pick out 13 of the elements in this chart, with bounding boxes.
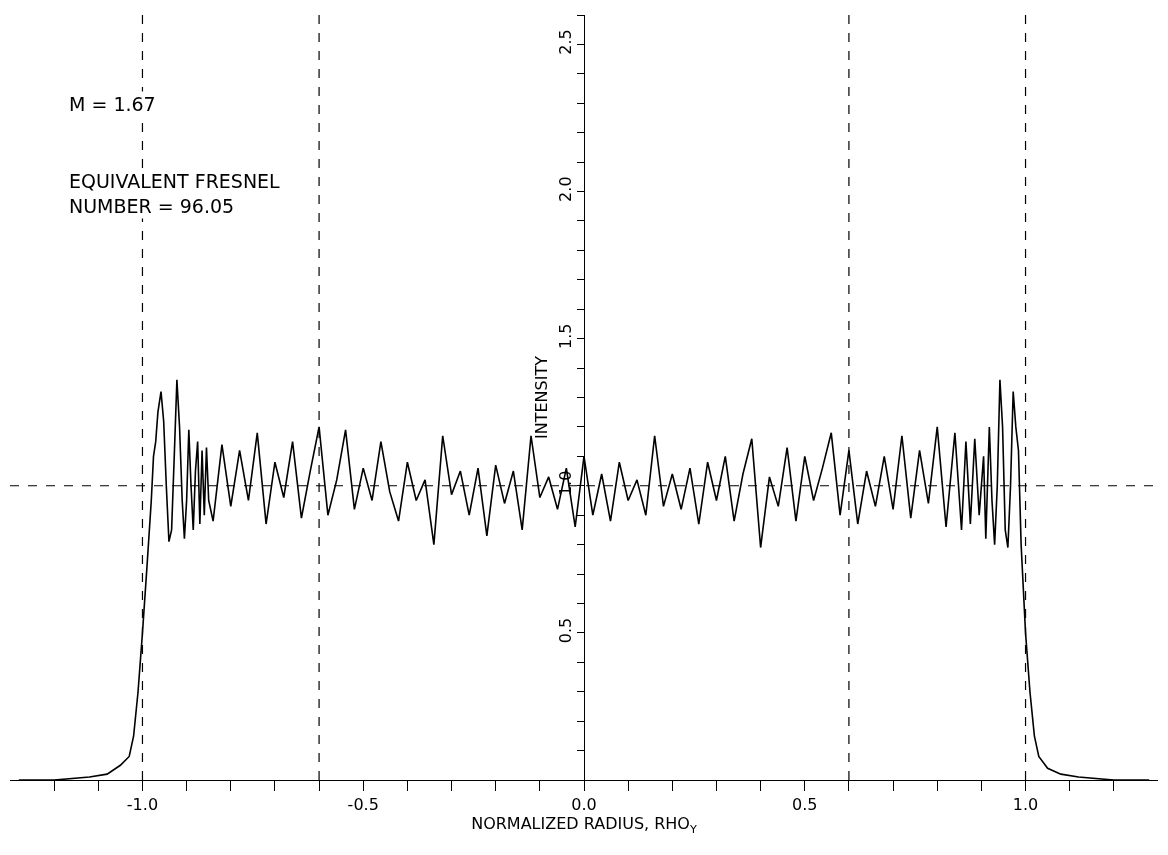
y-tick-label: 1.5 xyxy=(555,323,575,349)
y-tick-label: 2.5 xyxy=(555,29,575,55)
x-tick-label: -1.0 xyxy=(126,795,159,815)
annotation: EQUIVALENT FRESNEL NUMBER = 96.05 xyxy=(69,170,281,217)
x-tick-label: -0.5 xyxy=(347,795,379,815)
annotation: M = 1.67 xyxy=(69,93,156,115)
x-tick-label: 0.0 xyxy=(571,795,597,815)
y-tick-label: 2.0 xyxy=(555,176,575,202)
y-tick-label: 0.5 xyxy=(555,617,575,644)
x-axis-title: NORMALIZED RADIUS, RHO$_{Y}$ xyxy=(471,814,697,836)
x-tick-label: 0.5 xyxy=(792,795,818,815)
x-tick-label: 1.0 xyxy=(1012,795,1039,815)
y-axis-title: INTENSITY xyxy=(532,355,552,439)
